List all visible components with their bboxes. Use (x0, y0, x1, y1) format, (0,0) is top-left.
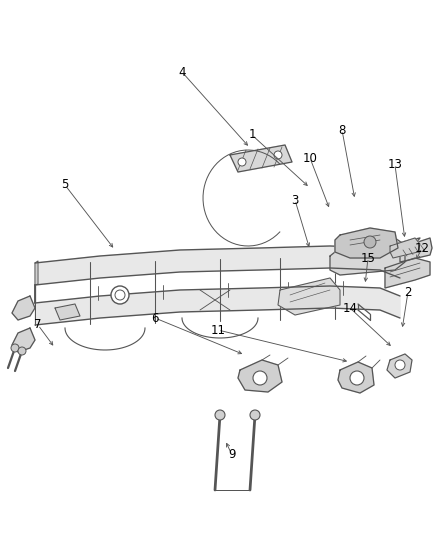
Circle shape (18, 347, 26, 355)
Circle shape (11, 344, 19, 352)
Polygon shape (400, 238, 432, 262)
Text: 3: 3 (291, 193, 299, 206)
Polygon shape (338, 362, 374, 393)
Polygon shape (335, 228, 398, 258)
Text: 15: 15 (360, 252, 375, 264)
Polygon shape (380, 238, 420, 252)
Text: 12: 12 (414, 241, 430, 254)
Circle shape (350, 371, 364, 385)
Text: 7: 7 (34, 319, 42, 332)
Text: 10: 10 (303, 151, 318, 165)
Text: 14: 14 (343, 302, 357, 314)
Polygon shape (390, 238, 420, 258)
Polygon shape (35, 246, 400, 285)
Text: 6: 6 (151, 311, 159, 325)
Polygon shape (230, 145, 292, 172)
Circle shape (395, 360, 405, 370)
Polygon shape (55, 304, 80, 320)
Polygon shape (35, 286, 400, 325)
Circle shape (250, 410, 260, 420)
Polygon shape (330, 238, 405, 275)
Circle shape (364, 236, 376, 248)
Polygon shape (12, 296, 35, 320)
Polygon shape (238, 360, 282, 392)
Text: 9: 9 (228, 448, 236, 462)
Text: 2: 2 (404, 286, 412, 298)
Text: 1: 1 (248, 128, 256, 141)
Text: 13: 13 (388, 158, 403, 172)
Circle shape (111, 286, 129, 304)
Circle shape (238, 158, 246, 166)
Text: 8: 8 (338, 124, 346, 136)
Polygon shape (35, 261, 38, 285)
Circle shape (253, 371, 267, 385)
Text: 11: 11 (211, 324, 226, 336)
Circle shape (274, 151, 282, 159)
Circle shape (215, 410, 225, 420)
Text: 4: 4 (178, 66, 186, 78)
Polygon shape (278, 278, 340, 315)
Text: 5: 5 (61, 179, 69, 191)
Polygon shape (385, 258, 430, 288)
Polygon shape (387, 354, 412, 378)
Polygon shape (12, 328, 35, 352)
